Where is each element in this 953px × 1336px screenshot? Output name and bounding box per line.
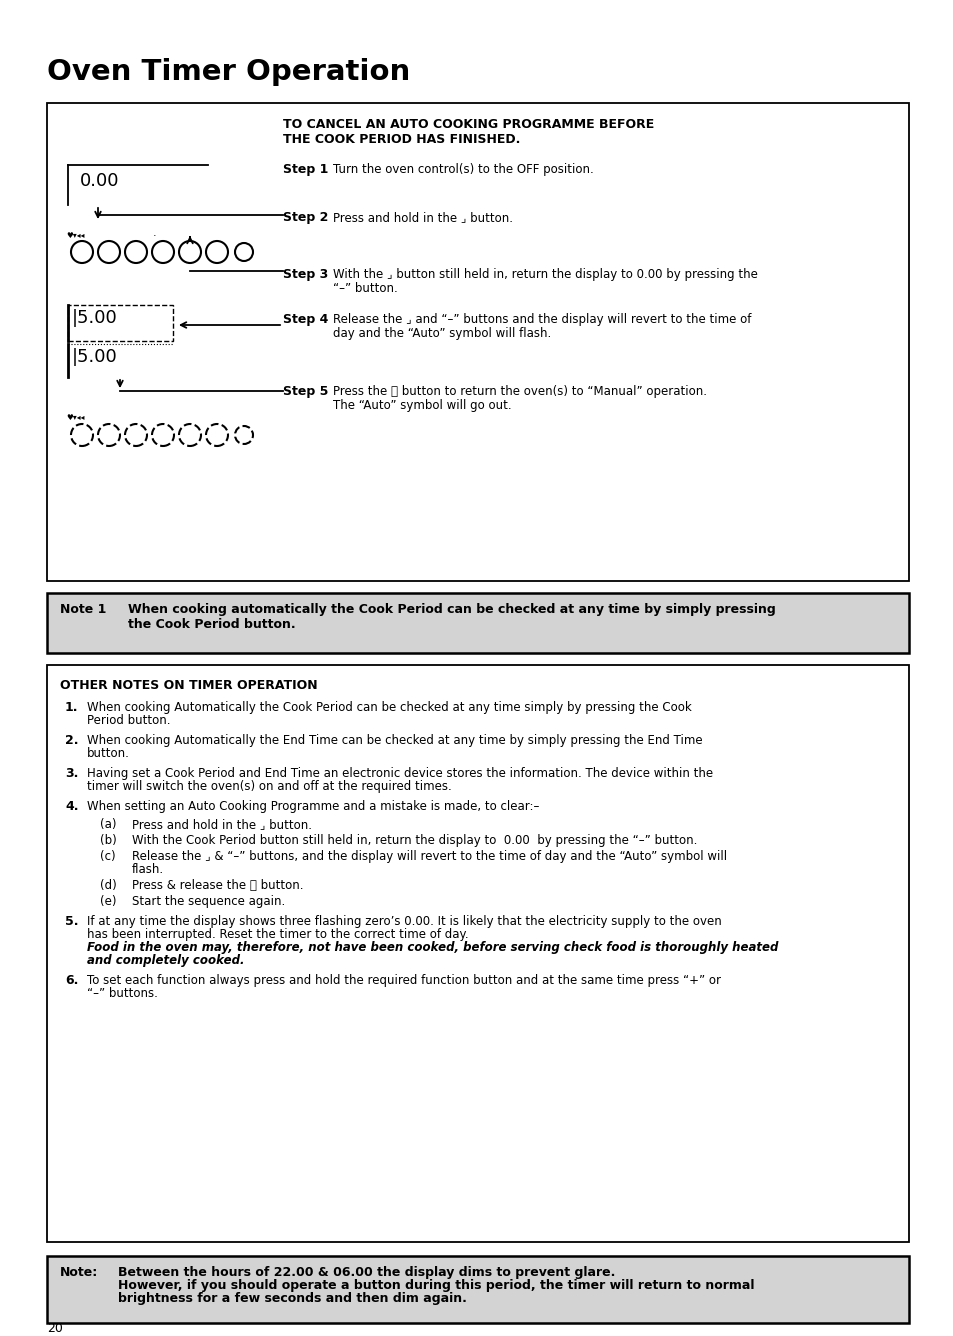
Text: Step 5: Step 5 — [283, 385, 328, 398]
Text: OTHER NOTES ON TIMER OPERATION: OTHER NOTES ON TIMER OPERATION — [60, 679, 317, 692]
Text: ♥▾◂◂: ♥▾◂◂ — [66, 413, 85, 422]
Text: (a): (a) — [100, 818, 116, 831]
Text: ♥▾◂◂: ♥▾◂◂ — [66, 231, 85, 240]
Text: Step 4: Step 4 — [283, 313, 328, 326]
Text: With the ⌟ button still held in, return the display to 0.00 by pressing the: With the ⌟ button still held in, return … — [333, 269, 757, 281]
Text: TO CANCEL AN AUTO COOKING PROGRAMME BEFORE: TO CANCEL AN AUTO COOKING PROGRAMME BEFO… — [283, 118, 654, 131]
Text: 4.: 4. — [65, 800, 78, 814]
Bar — [47, 1256, 908, 1323]
Text: (e): (e) — [100, 895, 116, 908]
Text: |5.00: |5.00 — [71, 347, 117, 366]
Text: Press and hold in the ⌟ button.: Press and hold in the ⌟ button. — [132, 818, 312, 831]
Text: THE COOK PERIOD HAS FINISHED.: THE COOK PERIOD HAS FINISHED. — [283, 134, 519, 146]
Text: (c): (c) — [100, 850, 115, 863]
Text: 0.00: 0.00 — [80, 172, 119, 190]
Text: To set each function always press and hold the required function button and at t: To set each function always press and ho… — [87, 974, 720, 987]
Text: |5.00: |5.00 — [71, 309, 117, 327]
Text: button.: button. — [87, 747, 130, 760]
Text: day and the “Auto” symbol will flash.: day and the “Auto” symbol will flash. — [333, 327, 551, 339]
Text: However, if you should operate a button during this period, the timer will retur: However, if you should operate a button … — [118, 1279, 754, 1292]
Text: When cooking Automatically the Cook Period can be checked at any time simply by : When cooking Automatically the Cook Peri… — [87, 701, 691, 713]
Text: When setting an Auto Cooking Programme and a mistake is made, to clear:–: When setting an Auto Cooking Programme a… — [87, 800, 538, 814]
Text: The “Auto” symbol will go out.: The “Auto” symbol will go out. — [333, 399, 511, 411]
Text: timer will switch the oven(s) on and off at the required times.: timer will switch the oven(s) on and off… — [87, 780, 452, 794]
Text: Step 3: Step 3 — [283, 269, 328, 281]
Text: flash.: flash. — [132, 863, 164, 876]
Text: Note 1: Note 1 — [60, 603, 107, 616]
Text: “–” button.: “–” button. — [333, 282, 397, 295]
Text: Step 1: Step 1 — [283, 163, 328, 176]
Text: brightness for a few seconds and then dim again.: brightness for a few seconds and then di… — [118, 1292, 466, 1305]
Bar — [47, 103, 908, 581]
Text: Press the ⌖ button to return the oven(s) to “Manual” operation.: Press the ⌖ button to return the oven(s)… — [333, 385, 706, 398]
Text: When cooking automatically the Cook Period can be checked at any time by simply : When cooking automatically the Cook Peri… — [128, 603, 775, 616]
Text: ·: · — [152, 231, 156, 240]
Text: Turn the oven control(s) to the OFF position.: Turn the oven control(s) to the OFF posi… — [333, 163, 593, 176]
Text: Release the ⌟ & “–” buttons, and the display will revert to the time of day and : Release the ⌟ & “–” buttons, and the dis… — [132, 850, 726, 863]
Text: 6.: 6. — [65, 974, 78, 987]
Text: Note:: Note: — [60, 1267, 98, 1279]
Bar — [47, 593, 908, 653]
Text: 20: 20 — [47, 1323, 63, 1335]
Text: Press & release the ⌖ button.: Press & release the ⌖ button. — [132, 879, 303, 892]
Bar — [68, 305, 172, 341]
Text: Between the hours of 22.00 & 06.00 the display dims to prevent glare.: Between the hours of 22.00 & 06.00 the d… — [118, 1267, 615, 1279]
Text: Step 2: Step 2 — [283, 211, 328, 224]
Text: and completely cooked.: and completely cooked. — [87, 954, 244, 967]
Text: the Cook Period button.: the Cook Period button. — [128, 619, 295, 631]
Text: If at any time the display shows three flashing zero’s 0.00. It is likely that t: If at any time the display shows three f… — [87, 915, 721, 929]
Text: Press and hold in the ⌟ button.: Press and hold in the ⌟ button. — [333, 211, 513, 224]
Text: (d): (d) — [100, 879, 116, 892]
Text: “–” buttons.: “–” buttons. — [87, 987, 157, 1001]
Text: Release the ⌟ and “–” buttons and the display will revert to the time of: Release the ⌟ and “–” buttons and the di… — [333, 313, 751, 326]
Bar — [47, 665, 908, 1242]
Text: Period button.: Period button. — [87, 713, 171, 727]
Text: Food in the oven may, therefore, not have been cooked, before serving check food: Food in the oven may, therefore, not hav… — [87, 941, 778, 954]
Text: 2.: 2. — [65, 733, 78, 747]
Text: Start the sequence again.: Start the sequence again. — [132, 895, 285, 908]
Text: When cooking Automatically the End Time can be checked at any time by simply pre: When cooking Automatically the End Time … — [87, 733, 702, 747]
Text: With the Cook Period button still held in, return the display to  0.00  by press: With the Cook Period button still held i… — [132, 834, 697, 847]
Text: Having set a Cook Period and End Time an electronic device stores the informatio: Having set a Cook Period and End Time an… — [87, 767, 713, 780]
Text: 1.: 1. — [65, 701, 78, 713]
Text: Oven Timer Operation: Oven Timer Operation — [47, 57, 410, 86]
Text: (b): (b) — [100, 834, 116, 847]
Text: has been interrupted. Reset the timer to the correct time of day.: has been interrupted. Reset the timer to… — [87, 929, 468, 941]
Text: 3.: 3. — [65, 767, 78, 780]
Text: 5.: 5. — [65, 915, 78, 929]
